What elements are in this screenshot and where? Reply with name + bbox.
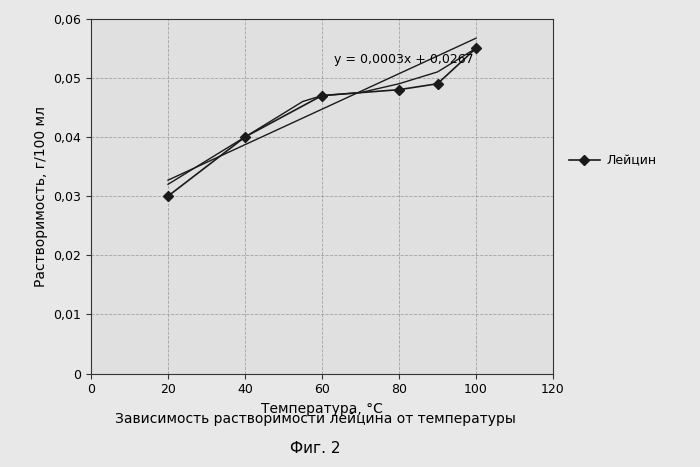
Line: Лейцин: Лейцин [164,45,480,199]
Legend: Лейцин: Лейцин [564,149,662,172]
Лейцин [395,87,403,92]
Y-axis label: Растворимость, г/100 мл: Растворимость, г/100 мл [34,106,48,287]
Лейцин [318,93,326,99]
Лейцин [164,193,172,199]
Text: Фиг. 2: Фиг. 2 [290,441,340,456]
Text: y = 0,0003x + 0,0267: y = 0,0003x + 0,0267 [334,53,473,66]
X-axis label: Температура, °C: Температура, °C [261,402,383,416]
Лейцин [472,45,480,51]
Лейцин [241,134,249,140]
Лейцин [433,81,442,86]
Text: Зависимость растворимости лейцина от температуры: Зависимость растворимости лейцина от тем… [115,411,515,425]
